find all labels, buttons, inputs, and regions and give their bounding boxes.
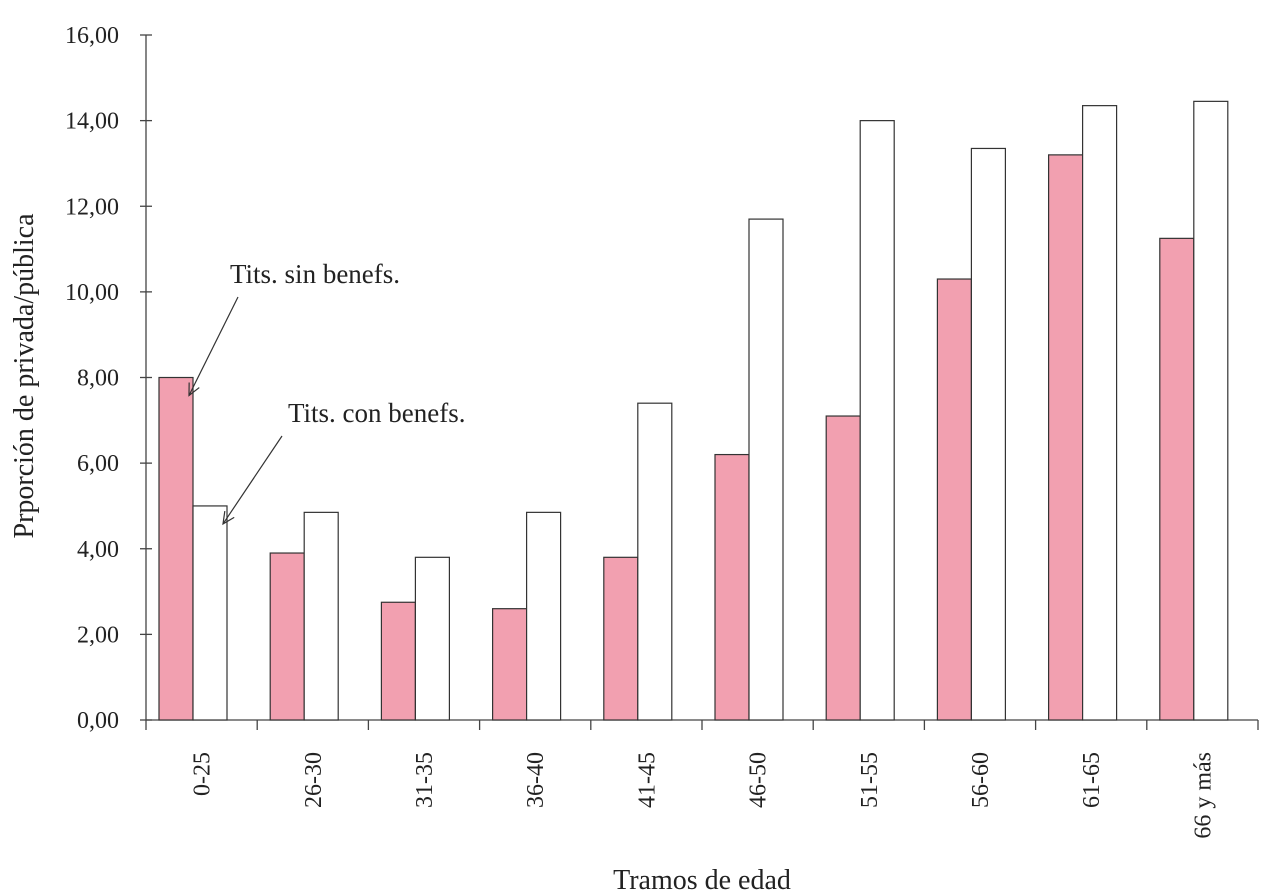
x-tick-label: 31-35 xyxy=(412,752,438,808)
bar-con-benefs xyxy=(1193,100,1229,721)
y-tick-label: 12,00 xyxy=(65,194,119,220)
x-tick-label: 0-25 xyxy=(190,752,216,796)
bar-sin-benefs xyxy=(1159,237,1195,721)
x-tick-label: 46-50 xyxy=(746,752,772,808)
annotation-arrow-line xyxy=(188,296,239,396)
annotation-arrow-head xyxy=(188,382,200,397)
bar-con-benefs xyxy=(303,511,339,721)
bar-con-benefs xyxy=(637,402,673,721)
y-tick-label: 2,00 xyxy=(77,622,119,648)
x-tick-label: 61-65 xyxy=(1079,752,1105,808)
bar-con-benefs xyxy=(192,505,228,721)
bar-con-benefs xyxy=(748,218,784,721)
x-tick-label: 26-30 xyxy=(301,752,327,808)
y-tick-label: 4,00 xyxy=(77,537,119,563)
annotation-arrow-line xyxy=(222,435,283,525)
bar-sin-benefs xyxy=(380,601,416,721)
series-annotation-sin-benefs: Tits. sin benefs. xyxy=(230,259,400,289)
x-axis-title: Tramos de edad xyxy=(613,865,791,896)
bar-sin-benefs xyxy=(603,556,639,721)
series-annotation-con-benefs: Tits. con benefs. xyxy=(288,398,466,428)
x-tick-label: 51-55 xyxy=(857,752,883,808)
bar-sin-benefs xyxy=(269,552,305,721)
bar-sin-benefs xyxy=(158,376,194,721)
x-tick-label: 56-60 xyxy=(968,752,994,808)
bar-con-benefs xyxy=(525,511,562,721)
bar-sin-benefs xyxy=(936,278,973,721)
y-tick-label: 10,00 xyxy=(65,280,119,306)
y-tick-label: 0,00 xyxy=(77,708,119,734)
y-tick-label: 14,00 xyxy=(65,109,119,135)
annotation-arrow-head xyxy=(222,510,235,526)
bar-sin-benefs xyxy=(714,453,750,721)
bar-con-benefs xyxy=(970,147,1007,721)
x-tick-label: 41-45 xyxy=(634,752,660,808)
bar-sin-benefs xyxy=(492,608,528,721)
y-tick-label: 6,00 xyxy=(77,451,119,477)
x-tick-label: 66 y más xyxy=(1190,752,1216,839)
bar-con-benefs xyxy=(859,120,895,721)
y-tick-label: 16,00 xyxy=(65,23,119,49)
bar-sin-benefs xyxy=(1047,154,1084,721)
bar-con-benefs xyxy=(1081,105,1118,721)
y-axis: 0,00 2,00 4,00 6,00 8,00 10,00 12,00 14,00 16,00 xyxy=(65,23,152,734)
bar-con-benefs xyxy=(414,556,450,721)
y-axis-title: Prporción de privada/pública xyxy=(9,213,40,539)
y-tick-label: 8,00 xyxy=(77,366,119,392)
bars xyxy=(158,100,1229,721)
x-tick-label: 36-40 xyxy=(523,752,549,808)
x-axis: 0-25 26-30 31-35 36-40 41-45 46-50 51-55 56-60 6… xyxy=(145,719,1259,839)
bar-sin-benefs xyxy=(825,415,861,721)
annotations: Tits. sin benefs. Tits. con benefs. xyxy=(188,259,466,526)
